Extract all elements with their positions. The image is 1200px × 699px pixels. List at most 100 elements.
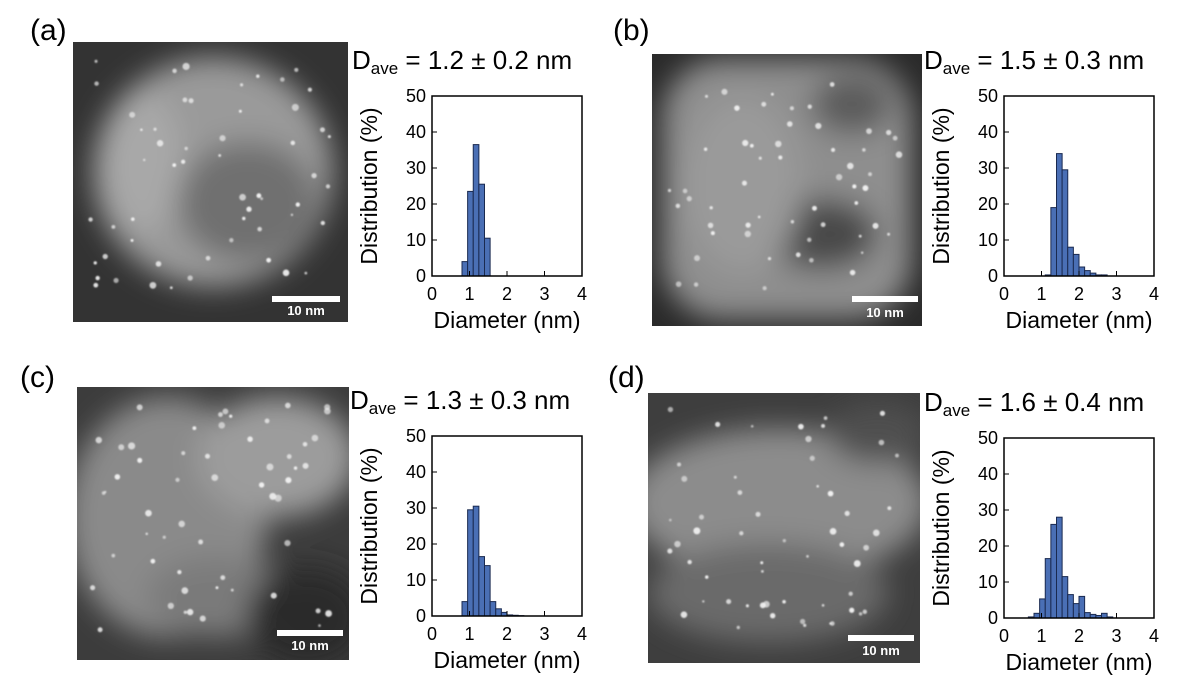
scale-bar-label: 10 nm — [862, 643, 900, 658]
scale-bar-label: 10 nm — [291, 638, 329, 653]
histogram-bar — [489, 601, 497, 617]
x-tick-label: 2 — [502, 624, 512, 644]
x-tick-label: 1 — [1036, 626, 1046, 646]
y-tick-label: 30 — [406, 498, 426, 518]
x-tick-label: 1 — [464, 284, 474, 304]
x-axis-label: Diameter (nm) — [1006, 649, 1153, 675]
x-tick-label: 4 — [1149, 626, 1159, 646]
histogram-bar — [478, 183, 485, 277]
y-tick-label: 10 — [978, 230, 998, 250]
y-tick-label: 40 — [978, 122, 998, 142]
y-axis-label: Distribution (%) — [356, 447, 382, 604]
y-tick-label: 50 — [978, 428, 998, 448]
tem-image — [77, 387, 349, 660]
dave-value: = 1.2 ± 0.2 nm — [398, 45, 573, 75]
histogram-bar — [467, 509, 474, 617]
x-tick-label: 4 — [577, 624, 587, 644]
y-tick-label: 10 — [978, 572, 998, 592]
histogram-bar — [1039, 598, 1046, 619]
x-tick-label: 3 — [539, 624, 549, 644]
panel-label: (a) — [30, 14, 67, 47]
panel-c: (c) 10 nm Dave = 1.3 ± 0.3 nm 0 10 20 30 40 5… — [0, 349, 600, 698]
panel-b: (b) 10 nm Dave = 1.5 ± 0.3 nm 0 10 20 30 40 5… — [600, 0, 1200, 349]
x-tick-label: 2 — [502, 284, 512, 304]
x-tick-label: 3 — [539, 284, 549, 304]
histogram-bar — [1072, 603, 1080, 619]
y-tick-label: 20 — [978, 536, 998, 556]
y-tick-label: 30 — [978, 158, 998, 178]
histogram-bar — [1067, 246, 1074, 277]
histogram-chart: 0 10 20 30 40 50 0 1 2 3 4 Diameter (nm) Distributio… — [356, 86, 587, 333]
x-tick-label: 0 — [427, 284, 437, 304]
x-tick-label: 3 — [1111, 626, 1121, 646]
y-tick-label: 0 — [988, 608, 998, 628]
histogram-bar — [1061, 169, 1069, 277]
histogram-bar — [1078, 595, 1086, 619]
histogram-bar — [472, 505, 480, 617]
y-axis-label: Distribution (%) — [928, 449, 954, 606]
histogram-bar — [1084, 270, 1091, 277]
tem-image — [73, 42, 348, 322]
y-tick-label: 40 — [406, 462, 426, 482]
dave-value: = 1.5 ± 0.3 nm — [970, 45, 1145, 75]
x-tick-label: 3 — [1111, 284, 1121, 304]
x-tick-label: 0 — [999, 284, 1009, 304]
y-axis-label: Distribution (%) — [356, 107, 382, 264]
dave-symbol: D — [350, 385, 369, 415]
histogram-bar — [484, 237, 491, 277]
panel-label: (c) — [20, 361, 55, 394]
histogram-bar — [1050, 523, 1057, 619]
y-tick-label: 40 — [406, 122, 426, 142]
tem-micrograph: 10 nm — [652, 54, 922, 326]
y-tick-label: 30 — [406, 158, 426, 178]
histogram-chart: 0 10 20 30 40 50 0 1 2 3 4 Diameter (nm) Distributio… — [928, 428, 1159, 675]
y-tick-label: 10 — [406, 230, 426, 250]
x-tick-label: 2 — [1074, 626, 1084, 646]
histogram-bar — [461, 601, 469, 617]
scale-bar — [272, 296, 340, 302]
y-tick-label: 10 — [406, 570, 426, 590]
y-axis-label: Distribution (%) — [928, 107, 954, 264]
y-tick-label: 50 — [978, 86, 998, 106]
dave-subscript: ave — [368, 399, 397, 418]
histogram-bar — [1050, 207, 1057, 277]
tem-image — [648, 393, 920, 663]
histogram-bar — [467, 190, 474, 277]
x-tick-label: 1 — [464, 624, 474, 644]
histogram-bar — [478, 556, 485, 617]
panel-label: (b) — [613, 14, 650, 47]
histogram-bar — [461, 261, 469, 277]
scale-bar-label: 10 nm — [287, 303, 325, 318]
histogram-bar — [1078, 266, 1086, 277]
x-tick-label: 1 — [1036, 284, 1046, 304]
x-axis-label: Diameter (nm) — [434, 307, 581, 333]
x-tick-label: 0 — [999, 626, 1009, 646]
tem-micrograph: 10 nm — [77, 387, 349, 660]
histogram-bar — [1061, 576, 1069, 619]
y-tick-label: 20 — [978, 194, 998, 214]
panel-label: (d) — [608, 361, 645, 394]
y-tick-label: 20 — [406, 534, 426, 554]
tem-micrograph: 10 nm — [648, 393, 920, 663]
y-tick-label: 50 — [406, 426, 426, 446]
tem-micrograph: 10 nm — [73, 42, 348, 322]
y-tick-label: 0 — [416, 266, 426, 286]
x-tick-label: 4 — [1149, 284, 1159, 304]
histogram-chart: 0 10 20 30 40 50 0 1 2 3 4 Diameter (nm) Distributio… — [928, 86, 1159, 333]
scale-bar — [852, 296, 918, 302]
y-tick-label: 40 — [978, 464, 998, 484]
scale-bar — [277, 630, 343, 636]
histogram-bar — [1084, 612, 1091, 619]
dave-symbol: D — [924, 45, 943, 75]
plot-frame — [1003, 437, 1155, 619]
dave-symbol: D — [352, 45, 371, 75]
y-tick-label: 20 — [406, 194, 426, 214]
y-tick-label: 50 — [406, 86, 426, 106]
mean-diameter-label: Dave = 1.3 ± 0.3 nm — [350, 387, 570, 417]
x-axis-label: Diameter (nm) — [1006, 307, 1153, 333]
histogram-bar — [1044, 558, 1052, 619]
histogram-bar — [1056, 153, 1063, 277]
scale-bar-label: 10 nm — [866, 305, 904, 320]
panel-a: (a) 10 nm Dave = 1.2 ± 0.2 nm 0 10 20 30 40 5… — [0, 0, 600, 349]
y-tick-label: 30 — [978, 500, 998, 520]
